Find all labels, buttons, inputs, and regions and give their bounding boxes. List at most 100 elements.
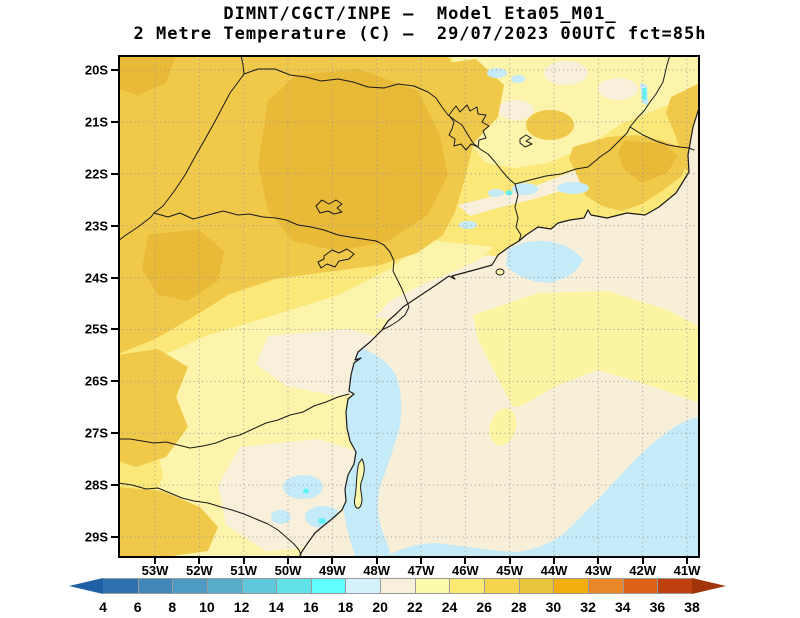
y-axis-tick [111, 328, 118, 331]
x-axis-tick [331, 558, 334, 564]
colorbar-cell [414, 579, 450, 593]
ocean-warm-tongue [473, 291, 700, 407]
x-axis-label: 43W [584, 563, 612, 578]
y-axis-tick [111, 69, 118, 71]
y-axis-label: 26S [84, 373, 108, 389]
x-axis-tick [242, 558, 245, 564]
colorbar-tick-label: 36 [649, 599, 666, 615]
colorbar-cells [103, 578, 692, 594]
colorbar-cell [622, 579, 658, 593]
x-axis-tick [641, 558, 644, 564]
colorbar-cell [206, 579, 242, 593]
x-axis-tick [419, 558, 422, 564]
colorbar-tick-label: 6 [133, 599, 142, 615]
y-axis-label: 21S [84, 114, 108, 130]
colorbar-tick-label: 12 [233, 599, 250, 615]
colorbar-cell [172, 579, 207, 593]
colorbar-cell [241, 579, 277, 593]
reservoir-paranapanema [317, 248, 355, 269]
state-border-parana-river [117, 54, 245, 242]
boundary-layer [117, 54, 701, 559]
colorbar-cell [657, 579, 692, 593]
map-canvas [117, 54, 701, 559]
x-axis-tick [685, 558, 688, 564]
colorbar-tick-label: 18 [337, 599, 354, 615]
y-axis-label: 27S [84, 425, 108, 441]
colorbar-tick-label: 32 [580, 599, 596, 615]
colorbar-cell [553, 579, 588, 593]
state-border-mg-es [629, 54, 671, 128]
y-axis-tick [111, 484, 118, 487]
ocean-warm-spot [489, 408, 517, 446]
colorbar-tick-label: 26 [476, 599, 492, 615]
colorbar-tick-label: 20 [372, 599, 388, 615]
reservoir-furnas [448, 104, 490, 151]
colorbar-tick-label: 10 [199, 599, 215, 615]
florianopolis-island [354, 458, 365, 509]
x-axis-label: 41W [673, 563, 701, 578]
y-axis-label: 20S [84, 62, 108, 78]
x-axis-label: 46W [451, 563, 479, 578]
colorbar-cell [587, 579, 623, 593]
y-axis-label: 24S [84, 270, 108, 286]
y-axis-tick [111, 172, 118, 175]
coastline [298, 104, 701, 559]
ocean-cool-region-southeast [384, 417, 700, 558]
y-axis-label: 25S [84, 321, 108, 337]
colorbar-left-arrow [69, 578, 103, 594]
colorbar: 4 6 8 10 12 14 16 18 20 22 24 26 28 30 32 34 36 38 [69, 578, 726, 615]
colorbar-tick-label: 38 [684, 599, 700, 615]
page-title: DIMNT/CGCT/INPE – Model Eta05_M01_ [223, 4, 617, 24]
colorbar-cell [449, 579, 485, 593]
state-border-mg-rj [514, 126, 631, 185]
x-axis-label: 51W [230, 563, 258, 578]
colorbar-cell [380, 579, 415, 593]
x-axis-label: 50W [274, 563, 302, 578]
y-axis-label: 29S [84, 529, 108, 545]
x-axis-label: 44W [540, 563, 568, 578]
x-axis-tick [597, 558, 600, 564]
colorbar-tick-label: 22 [407, 599, 423, 615]
y-axis-tick [111, 120, 118, 123]
colorbar-tick-label: 8 [168, 599, 177, 615]
map-frame [118, 55, 700, 558]
colorbar-cell [137, 579, 173, 593]
colorbar-cell [518, 579, 554, 593]
colorbar-tick-label: 30 [545, 599, 562, 615]
ocean-cool-patch-rio [506, 240, 583, 283]
colorbar-tick-label: 16 [303, 599, 319, 615]
y-axis-tick [111, 432, 118, 435]
colorbar-tick-label: 4 [99, 599, 107, 615]
colorbar-tick-label: 24 [441, 599, 458, 615]
y-axis-tick [111, 536, 118, 538]
x-axis-tick [508, 558, 511, 564]
colorbar-cell [276, 579, 311, 593]
y-axis-tick [111, 380, 118, 383]
x-axis-tick [464, 558, 467, 564]
ilhabela-island [495, 268, 505, 276]
colorbar-cell [484, 579, 519, 593]
x-axis-label: 53W [141, 563, 169, 578]
reservoir-tiete [315, 199, 343, 215]
x-axis-tick [552, 558, 555, 564]
x-axis-tick [154, 558, 156, 564]
x-axis-tick [286, 558, 289, 564]
reservoir-small [519, 134, 533, 148]
x-axis-tick [375, 558, 378, 564]
map-svg [117, 54, 701, 559]
colorbar-tick-label: 28 [511, 599, 527, 615]
colorbar-cell [103, 579, 138, 593]
colorbar-cell [345, 579, 381, 593]
x-axis-label: 52W [185, 563, 213, 578]
x-axis-tick [198, 558, 201, 564]
state-border-pr-sc [117, 393, 350, 449]
page-subtitle: 2 Metre Temperature (C) – 29/07/2023 00U… [133, 24, 707, 44]
y-axis-label: 22S [84, 166, 108, 182]
x-axis-label: 48W [363, 563, 391, 578]
x-axis-label: 42W [629, 563, 657, 578]
state-border-sp-rj [514, 183, 522, 242]
colorbar-cell [310, 579, 346, 593]
colorbar-tick-label: 14 [268, 599, 285, 615]
x-axis-label: 45W [496, 563, 524, 578]
